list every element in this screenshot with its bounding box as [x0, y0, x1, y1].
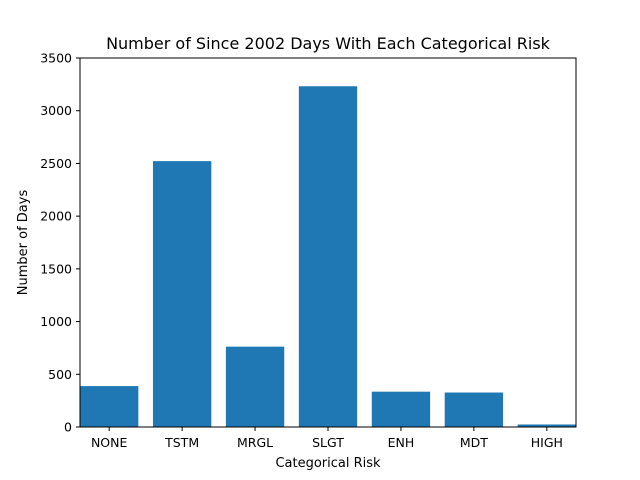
bar-enh	[371, 391, 431, 427]
x-axis-label: Categorical Risk	[275, 456, 381, 471]
x-tick-label: NONE	[91, 435, 128, 450]
x-tick-label: MDT	[460, 435, 488, 450]
chart-title: Number of Since 2002 Days With Each Cate…	[106, 34, 551, 53]
y-axis-label: Number of Days	[16, 190, 31, 296]
y-axis-ticks: 0 500 1000 1500 2000 2500 3000 3500	[40, 51, 80, 435]
bar-tstm	[152, 161, 212, 428]
x-tick-label: MRGL	[237, 435, 273, 450]
plot-frame	[79, 57, 577, 428]
bar-none	[80, 386, 139, 427]
y-tick-label: 1500	[40, 261, 72, 276]
x-tick-label: HIGH	[531, 435, 563, 450]
y-tick-label: 0	[64, 420, 72, 435]
x-axis-ticks: NONE TSTM MRGL SLGT ENH MDT HIGH	[91, 427, 563, 450]
x-tick-label: SLGT	[312, 435, 344, 450]
bar-mdt	[444, 392, 504, 427]
y-tick-label: 2500	[40, 156, 72, 171]
bar-mrgl	[225, 346, 285, 427]
bars-group	[80, 86, 576, 428]
y-tick-label: 500	[48, 367, 72, 382]
x-tick-label: ENH	[388, 435, 415, 450]
y-tick-label: 2000	[40, 209, 72, 224]
y-tick-label: 1000	[40, 314, 72, 329]
x-tick-label: TSTM	[164, 435, 199, 450]
bar-high	[517, 424, 576, 427]
y-tick-label: 3000	[40, 103, 72, 118]
bar-slgt	[298, 86, 358, 428]
y-tick-label: 3500	[40, 51, 72, 66]
